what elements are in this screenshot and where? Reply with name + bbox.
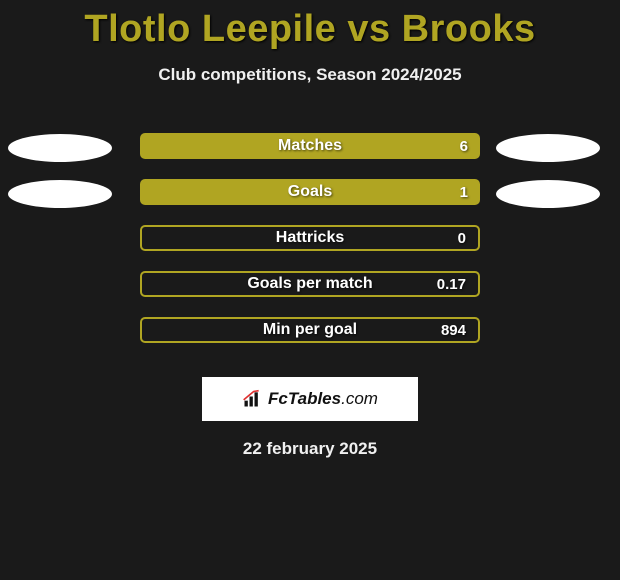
stat-label: Min per goal [263, 321, 357, 339]
branding-suffix: .com [341, 389, 378, 408]
ellipse-right [496, 180, 600, 208]
page-subtitle: Club competitions, Season 2024/2025 [0, 65, 620, 85]
branding-text: FcTables.com [268, 389, 378, 409]
stat-bar: Min per goal 894 [140, 317, 480, 343]
stat-value: 6 [460, 138, 468, 155]
stat-bar: Goals 1 [140, 179, 480, 205]
ellipse-right [496, 134, 600, 162]
stat-bar: Hattricks 0 [140, 225, 480, 251]
branding-box: FcTables.com [202, 377, 418, 421]
branding-main: FcTables [268, 389, 341, 408]
stat-value: 1 [460, 184, 468, 201]
footer-date: 22 february 2025 [0, 439, 620, 459]
stat-value: 0.17 [437, 276, 466, 293]
stat-row: Min per goal 894 [0, 309, 620, 355]
stat-bar: Goals per match 0.17 [140, 271, 480, 297]
page-title: Tlotlo Leepile vs Brooks [0, 0, 620, 51]
stat-value: 0 [458, 230, 466, 247]
stat-label: Hattricks [276, 229, 344, 247]
ellipse-left [8, 134, 112, 162]
stats-container: Matches 6 Goals 1 Hattricks 0 Goals per match 0… [0, 125, 620, 355]
ellipse-left [8, 180, 112, 208]
stat-label: Goals [288, 183, 332, 201]
stat-value: 894 [441, 322, 466, 339]
stat-row: Goals per match 0.17 [0, 263, 620, 309]
stat-bar: Matches 6 [140, 133, 480, 159]
stat-label: Matches [278, 137, 342, 155]
stat-row: Goals 1 [0, 171, 620, 217]
stat-row: Hattricks 0 [0, 217, 620, 263]
bar-chart-icon [242, 389, 262, 409]
stat-label: Goals per match [247, 275, 372, 293]
stat-row: Matches 6 [0, 125, 620, 171]
